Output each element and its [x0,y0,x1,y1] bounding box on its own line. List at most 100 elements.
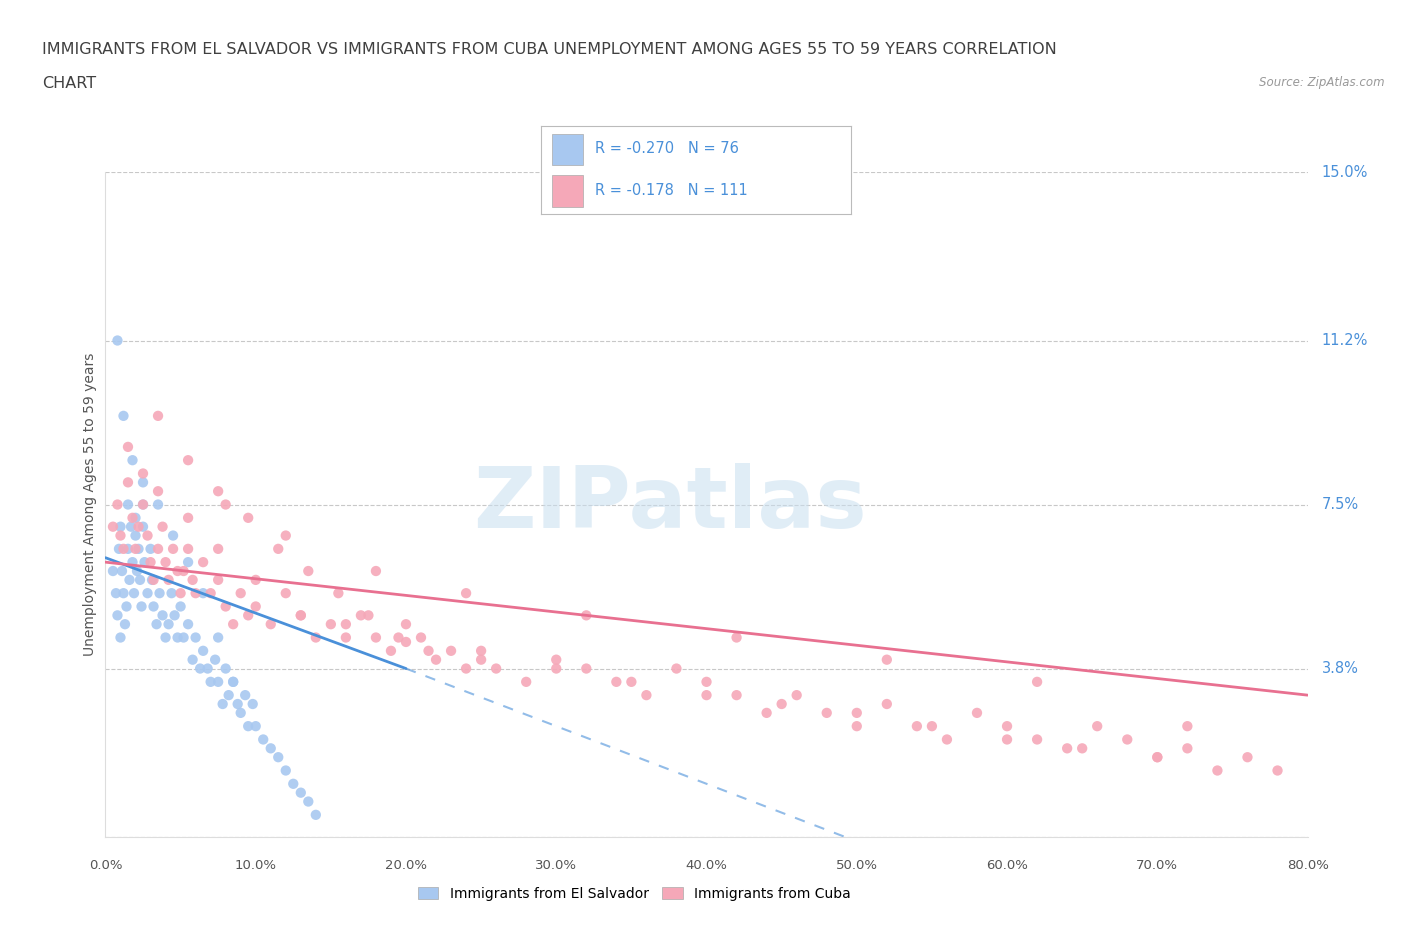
Text: 20.0%: 20.0% [385,859,427,872]
Point [155,554,177,569]
Point [128,541,150,556]
Point [124,541,146,556]
Point [1146,750,1168,764]
Point [222,674,245,689]
Point [111,564,134,578]
Text: R = -0.270   N = 76: R = -0.270 N = 76 [596,141,740,156]
Point [786,687,808,702]
Text: 40.0%: 40.0% [686,859,727,872]
Point [181,652,204,667]
Point [166,631,188,645]
Point [118,573,141,588]
Point [120,519,142,534]
Point [163,608,186,623]
Text: 70.0%: 70.0% [1136,859,1178,872]
Point [515,674,537,689]
Point [876,697,898,711]
Point [177,554,200,569]
Point [184,586,207,601]
Point [387,631,409,645]
Point [112,408,135,423]
Point [229,706,252,721]
Point [155,631,177,645]
Point [121,453,143,468]
Text: ZIPatlas: ZIPatlas [474,463,868,546]
Point [139,554,162,569]
Point [245,719,267,734]
Point [132,475,155,490]
Point [177,511,200,525]
Point [145,617,167,631]
Point [328,586,350,601]
Point [1236,750,1258,764]
Point [605,674,627,689]
Point [357,608,380,623]
Point [148,586,170,601]
Point [725,687,748,702]
Point [162,541,184,556]
Point [160,586,183,601]
Point [395,634,418,649]
Point [141,573,163,588]
Legend: Immigrants from El Salvador, Immigrants from Cuba: Immigrants from El Salvador, Immigrants … [412,882,856,907]
Point [290,608,312,623]
Point [335,631,357,645]
Point [191,554,214,569]
Point [470,652,492,667]
Point [425,652,447,667]
Point [995,719,1018,734]
Point [260,741,283,756]
Point [152,608,174,623]
Point [297,794,319,809]
Point [146,484,169,498]
Point [1026,732,1049,747]
Point [995,732,1018,747]
Point [122,586,145,601]
Point [191,586,214,601]
Point [162,528,184,543]
Point [290,608,312,623]
Point [238,511,260,525]
Point [1026,674,1049,689]
Point [380,644,402,658]
Point [107,608,129,623]
Point [139,541,162,556]
Point [107,333,129,348]
Point [418,644,440,658]
Point [620,674,643,689]
Point [1175,719,1198,734]
Point [142,573,165,588]
Point [222,617,245,631]
Point [546,661,568,676]
Point [121,554,143,569]
Point [696,687,718,702]
Point [121,511,143,525]
Point [112,541,135,556]
Point [260,617,283,631]
Point [364,564,387,578]
Point [665,661,688,676]
Point [131,599,153,614]
Point [575,608,598,623]
Point [128,519,150,534]
Point [136,528,159,543]
Point [319,617,342,631]
Text: 30.0%: 30.0% [536,859,578,872]
Text: 50.0%: 50.0% [835,859,877,872]
Point [117,541,139,556]
Point [101,519,124,534]
Point [1146,750,1168,764]
Point [274,763,297,777]
Point [936,732,959,747]
Y-axis label: Unemployment Among Ages 55 to 59 years: Unemployment Among Ages 55 to 59 years [83,352,97,657]
Point [157,617,180,631]
Point [226,697,249,711]
Point [110,519,132,534]
Point [454,661,477,676]
Point [252,732,274,747]
Point [169,599,191,614]
Point [229,586,252,601]
Text: IMMIGRANTS FROM EL SALVADOR VS IMMIGRANTS FROM CUBA UNEMPLOYMENT AMONG AGES 55 T: IMMIGRANTS FROM EL SALVADOR VS IMMIGRANT… [42,42,1057,57]
Point [132,519,155,534]
Text: Source: ZipAtlas.com: Source: ZipAtlas.com [1260,76,1385,89]
